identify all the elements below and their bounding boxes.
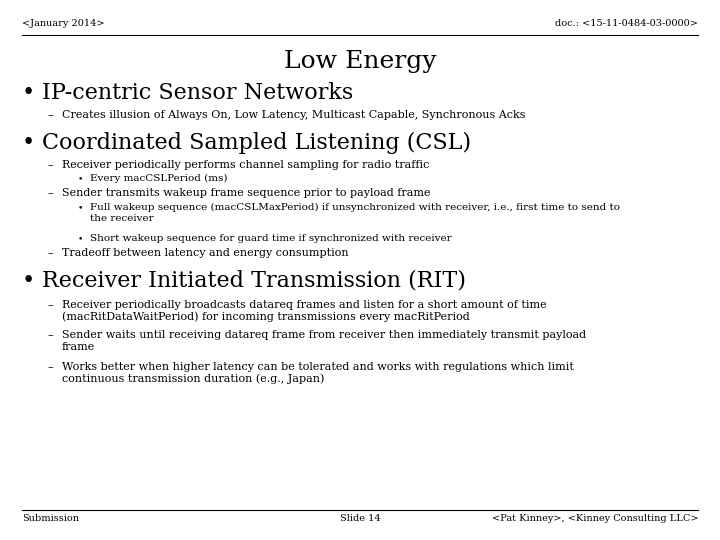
Text: •: • — [78, 234, 84, 243]
Text: –: – — [48, 248, 53, 258]
Text: Submission: Submission — [22, 514, 79, 523]
Text: •: • — [22, 132, 35, 154]
Text: •: • — [22, 82, 35, 104]
Text: IP-centric Sensor Networks: IP-centric Sensor Networks — [42, 82, 354, 104]
Text: <Pat Kinney>, <Kinney Consulting LLC>: <Pat Kinney>, <Kinney Consulting LLC> — [492, 514, 698, 523]
Text: •: • — [78, 203, 84, 212]
Text: Receiver Initiated Transmission (RIT): Receiver Initiated Transmission (RIT) — [42, 270, 466, 292]
Text: –: – — [48, 300, 53, 310]
Text: •: • — [78, 174, 84, 183]
Text: –: – — [48, 330, 53, 340]
Text: Slide 14: Slide 14 — [340, 514, 380, 523]
Text: Every macCSLPeriod (ms): Every macCSLPeriod (ms) — [90, 174, 228, 183]
Text: Sender waits until receiving datareq frame from receiver then immediately transm: Sender waits until receiving datareq fra… — [62, 330, 586, 352]
Text: Low Energy: Low Energy — [284, 50, 436, 73]
Text: Creates illusion of Always On, Low Latency, Multicast Capable, Synchronous Acks: Creates illusion of Always On, Low Laten… — [62, 110, 526, 120]
Text: –: – — [48, 188, 53, 198]
Text: Tradeoff between latency and energy consumption: Tradeoff between latency and energy cons… — [62, 248, 348, 258]
Text: •: • — [22, 270, 35, 292]
Text: –: – — [48, 362, 53, 372]
Text: Receiver periodically broadcasts datareq frames and listen for a short amount of: Receiver periodically broadcasts datareq… — [62, 300, 546, 322]
Text: Receiver periodically performs channel sampling for radio traffic: Receiver periodically performs channel s… — [62, 160, 429, 170]
Text: Full wakeup sequence (macCSLMaxPeriod) if unsynchronized with receiver, i.e., fi: Full wakeup sequence (macCSLMaxPeriod) i… — [90, 203, 620, 222]
Text: –: – — [48, 160, 53, 170]
Text: Coordinated Sampled Listening (CSL): Coordinated Sampled Listening (CSL) — [42, 132, 471, 154]
Text: doc.: <15-11-0484-03-0000>: doc.: <15-11-0484-03-0000> — [555, 19, 698, 28]
Text: Works better when higher latency can be tolerated and works with regulations whi: Works better when higher latency can be … — [62, 362, 574, 384]
Text: Sender transmits wakeup frame sequence prior to payload frame: Sender transmits wakeup frame sequence p… — [62, 188, 431, 198]
Text: <January 2014>: <January 2014> — [22, 19, 104, 28]
Text: Short wakeup sequence for guard time if synchronized with receiver: Short wakeup sequence for guard time if … — [90, 234, 451, 243]
Text: –: – — [48, 110, 53, 120]
